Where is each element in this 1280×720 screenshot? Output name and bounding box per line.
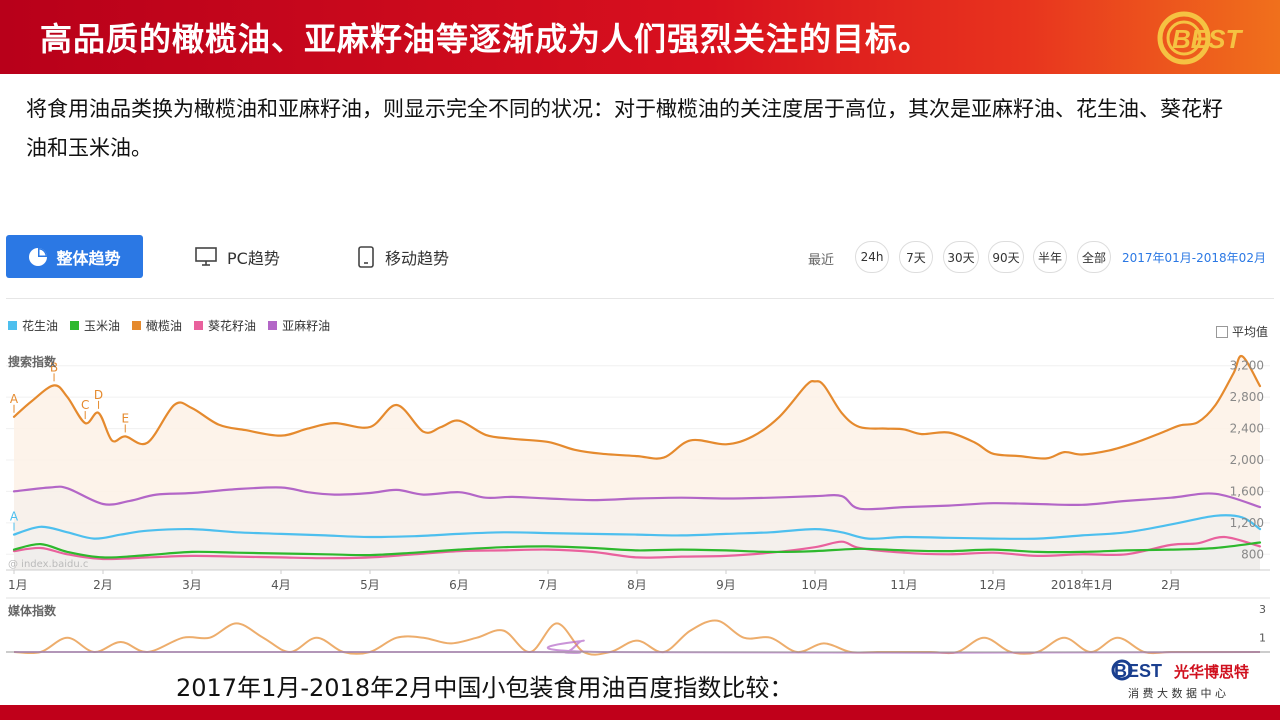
y-tick-label: 1,200	[1230, 516, 1264, 530]
tab-pc-trend[interactable]: PC趋势	[195, 235, 280, 278]
x-tick-label: 12月	[979, 578, 1006, 592]
series-area-linseed	[14, 486, 1260, 570]
tab-overall-label: 整体趋势	[56, 248, 121, 268]
pie-chart-icon	[29, 247, 48, 266]
tab-overall-trend[interactable]: 整体趋势	[6, 235, 143, 278]
page-title: 高品质的橄榄油、亚麻籽油等逐渐成为人们强烈关注的目标。	[40, 20, 932, 58]
range-30d-button[interactable]: 30天	[943, 241, 979, 273]
range-24h-button[interactable]: 24h	[855, 241, 889, 273]
range-half-year-button[interactable]: 半年	[1033, 241, 1067, 273]
legend-swatch-corn	[70, 321, 80, 330]
x-tick-label: 11月	[890, 578, 917, 592]
range-all-button[interactable]: 全部	[1077, 241, 1111, 273]
x-tick-label: 1月	[8, 578, 28, 592]
y-tick-label: 800	[1241, 547, 1264, 561]
legend-swatch-peanut	[8, 321, 17, 330]
tablet-icon	[358, 245, 374, 268]
legend-item-sunflower[interactable]: 葵花籽油	[194, 317, 256, 334]
chart-caption: 2017年1月-2018年2月中国小包装食用油百度指数比较：	[176, 674, 794, 702]
legend-swatch-sunflower	[194, 321, 204, 330]
annotation-label[interactable]: C	[81, 398, 89, 412]
series-line-olive[interactable]	[12, 355, 1262, 460]
y-tick-label: 2,000	[1230, 453, 1264, 467]
footer-company-name: 光华博思特	[1173, 663, 1249, 681]
average-toggle-label: 平均值	[1231, 325, 1268, 339]
average-checkbox[interactable]	[1215, 325, 1228, 338]
y-tick-label: 2,400	[1230, 422, 1264, 436]
legend-label-linseed: 亚麻籽油	[282, 319, 331, 333]
series-area-olive	[14, 356, 1260, 570]
legend-label-peanut: 花生油	[22, 319, 59, 333]
media-index-label: 媒体指数	[8, 603, 57, 618]
media-line-olive[interactable]	[13, 619, 1260, 656]
header-banner: 高品质的橄榄油、亚麻籽油等逐渐成为人们强烈关注的目标。 BEST	[0, 0, 1280, 74]
y-tick-label: 1,600	[1230, 484, 1264, 498]
search-index-label: 搜索指数	[8, 354, 57, 369]
annotation-label[interactable]: E	[121, 411, 129, 425]
x-tick-label: 4月	[271, 578, 291, 592]
x-tick-label: 8月	[627, 578, 647, 592]
series-line-sunflower[interactable]	[12, 535, 1262, 561]
series-line-corn[interactable]	[12, 541, 1262, 559]
date-range-picker[interactable]: 2017年01月-2018年02月	[1122, 251, 1266, 265]
footer-bar	[0, 705, 1280, 720]
range-label: 最近	[808, 253, 835, 268]
series-area-corn	[14, 542, 1260, 570]
watermark-text: @ index.baidu.c	[8, 559, 88, 570]
legend-swatch-olive	[132, 321, 142, 330]
toolbar-divider	[6, 298, 1274, 299]
footer-company-sub: 消 费 大 数 据 中 心	[1128, 686, 1226, 700]
x-tick-label: 2月	[93, 578, 113, 592]
tab-mobile-label: 移动趋势	[385, 248, 450, 268]
footer-logo-text: BEST	[1114, 661, 1162, 681]
media-y-tick-label: 1	[1259, 632, 1266, 645]
legend-label-olive: 橄榄油	[146, 319, 183, 333]
legend-item-peanut[interactable]: 花生油	[8, 317, 58, 334]
series-area-peanut	[14, 515, 1260, 570]
media-plot-bg	[6, 598, 1270, 654]
average-toggle[interactable]: 平均值	[1215, 323, 1268, 340]
chart-legend: 花生油 玉米油 橄榄油 葵花籽油 亚麻籽油	[8, 317, 330, 334]
tab-mobile-trend[interactable]: 移动趋势	[357, 235, 449, 278]
x-tick-label: 3月	[182, 578, 202, 592]
legend-label-sunflower: 葵花籽油	[208, 319, 257, 333]
annotation-label[interactable]: B	[50, 360, 58, 374]
series-line-peanut[interactable]	[12, 514, 1262, 540]
x-tick-label: 2月	[1161, 578, 1181, 592]
legend-item-linseed[interactable]: 亚麻籽油	[268, 317, 330, 334]
legend-item-corn[interactable]: 玉米油	[70, 317, 120, 334]
trend-chart: A B CD E A 800 1,200 1,600 2,000 2,400 2,800 3,200…	[6, 350, 1270, 656]
media-y-tick-label: 3	[1259, 603, 1266, 616]
legend-swatch-linseed	[268, 321, 278, 330]
x-tick-label: 5月	[360, 578, 380, 592]
best-logo-top-text: BEST	[1172, 24, 1243, 54]
x-tick-label: 2018年1月	[1051, 578, 1113, 592]
annotation-label[interactable]: D	[94, 388, 103, 402]
x-tick-label: 9月	[716, 578, 736, 592]
intro-text: 将食用油品类换为橄榄油和亚麻籽油，则显示完全不同的状况：对于橄榄油的关注度居于高…	[26, 97, 1223, 160]
x-tick-label: 10月	[801, 578, 828, 592]
annotation-label[interactable]: A	[10, 392, 19, 406]
best-footer-logo: BEST 光华博思特 消 费 大 数 据 中 心	[1111, 659, 1249, 700]
tab-pc-label: PC趋势	[227, 248, 280, 268]
best-logo-top: BEST	[1157, 11, 1243, 65]
x-tick-label: 6月	[449, 578, 469, 592]
range-7d-button[interactable]: 7天	[899, 241, 933, 273]
series-line-linseed[interactable]	[12, 485, 1262, 511]
monitor-icon	[195, 246, 217, 266]
y-tick-label: 3,200	[1230, 359, 1264, 373]
legend-label-corn: 玉米油	[84, 319, 121, 333]
range-90d-button[interactable]: 90天	[988, 241, 1024, 273]
annotation-label[interactable]: A	[10, 510, 19, 524]
series-area-sunflower	[14, 536, 1260, 570]
y-tick-label: 2,800	[1230, 390, 1264, 404]
legend-item-olive[interactable]: 橄榄油	[132, 317, 182, 334]
x-tick-label: 7月	[538, 578, 558, 592]
